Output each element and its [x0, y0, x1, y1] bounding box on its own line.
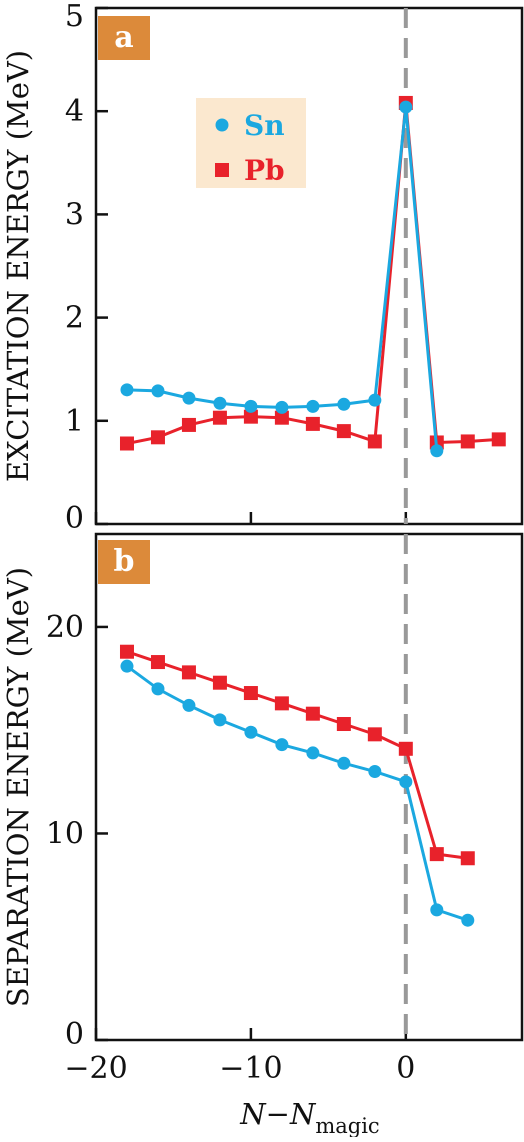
panel-a-point-pb	[491, 432, 506, 447]
panel-b-ytick-label: 0	[65, 1017, 84, 1052]
panel-b-point-sn	[120, 659, 134, 673]
panel-a-point-sn	[306, 399, 320, 413]
panel-b-point-pb	[212, 675, 227, 690]
panel-b-point-pb	[336, 717, 351, 732]
panel-b-point-sn	[306, 746, 320, 760]
panel-a-point-sn	[275, 400, 289, 414]
panel-b-badge	[98, 540, 150, 584]
panel-b-point-sn	[430, 903, 444, 917]
panel-b-ytick-label: 20	[46, 610, 84, 645]
panel-b-point-sn	[275, 738, 289, 752]
panel-a-ytick-label: 5	[65, 0, 84, 34]
panel-b-point-pb	[305, 706, 320, 721]
panel-b-point-sn	[337, 756, 351, 770]
panel-a-ytick-label: 4	[65, 94, 84, 129]
panel-b-point-sn	[213, 713, 227, 727]
panel-b-ylabel: SEPARATION ENERGY (MeV)	[1, 567, 35, 1007]
panel-a-point-sn	[368, 393, 382, 407]
panel-b-ytick-label: 10	[46, 816, 84, 851]
panel-a-point-sn	[182, 391, 196, 405]
panel-a-point-pb	[150, 430, 165, 445]
panel-a-ytick-label: 2	[65, 301, 84, 336]
xtick-label: −20	[64, 1051, 127, 1086]
x-axis-title: N−Nmagic	[239, 1097, 379, 1137]
panel-a-series-pb-line	[126, 102, 499, 445]
panel-a-frame	[94, 6, 524, 526]
panel-a-point-pb	[336, 424, 351, 439]
xtick-label: −10	[219, 1051, 282, 1086]
panel-b-point-pb	[150, 655, 165, 670]
panel-b-point-pb	[119, 644, 134, 659]
panel-a-point-sn	[244, 399, 258, 413]
panel-a-point-pb	[212, 410, 227, 425]
panel-b-point-pb	[429, 847, 444, 862]
panel-b-point-sn	[399, 775, 413, 789]
panel-a-point-pb	[367, 434, 382, 449]
panel-b-point-sn	[368, 765, 382, 779]
panel-b-point-pb	[243, 686, 258, 701]
panel-a-ylabel: EXCITATION ENERGY (MeV)	[1, 50, 35, 482]
panel-b-point-pb	[181, 665, 196, 680]
panel-b-point-pb	[398, 741, 413, 756]
panel-a-point-pb	[243, 409, 258, 424]
panel-b-point-sn	[244, 725, 258, 739]
panel-a-point-pb	[119, 436, 134, 451]
panel-b-point-sn	[461, 913, 475, 927]
x-axis-title-part: −	[266, 1097, 290, 1131]
panel-a-point-sn	[430, 444, 444, 458]
panel-a-point-pb	[460, 434, 475, 449]
xtick-label: 0	[396, 1051, 415, 1086]
panel-a-point-sn	[337, 397, 351, 411]
legend-label-sn: Sn	[244, 109, 285, 142]
panel-b-series-sn-line	[126, 664, 469, 922]
panel-a-point-sn	[151, 384, 165, 398]
panel-a-badge-label: a	[114, 20, 133, 55]
panel-b-badge-label: b	[114, 544, 135, 579]
panel-b-frame	[94, 532, 524, 1042]
legend-label-pb: Pb	[244, 154, 285, 187]
panel-b-point-sn	[151, 682, 165, 696]
panel-a-point-pb	[305, 416, 320, 431]
panel-a-ytick-label: 1	[65, 404, 84, 439]
x-axis-title-subscript: magic	[315, 1114, 379, 1137]
panel-b-point-pb	[367, 727, 382, 742]
panel-a-ytick-label: 0	[65, 501, 84, 536]
panel-a-point-pb	[181, 417, 196, 432]
panel-a-point-sn	[213, 396, 227, 410]
legend-box	[196, 98, 306, 188]
panel-a-badge	[98, 16, 150, 60]
panel-b-point-sn	[182, 698, 196, 712]
panel-a-point-pb	[274, 410, 289, 425]
panel-b-point-pb	[274, 696, 289, 711]
legend-marker-sn	[215, 118, 229, 132]
x-axis-title-part: N	[239, 1097, 267, 1131]
legend-marker-pb	[215, 163, 229, 177]
panel-b-point-pb	[460, 851, 475, 866]
panel-a-point-sn	[399, 100, 413, 114]
panel-a-ytick-label: 3	[65, 197, 84, 232]
panel-a-point-sn	[120, 383, 134, 397]
x-axis-title-part: N	[289, 1097, 317, 1131]
